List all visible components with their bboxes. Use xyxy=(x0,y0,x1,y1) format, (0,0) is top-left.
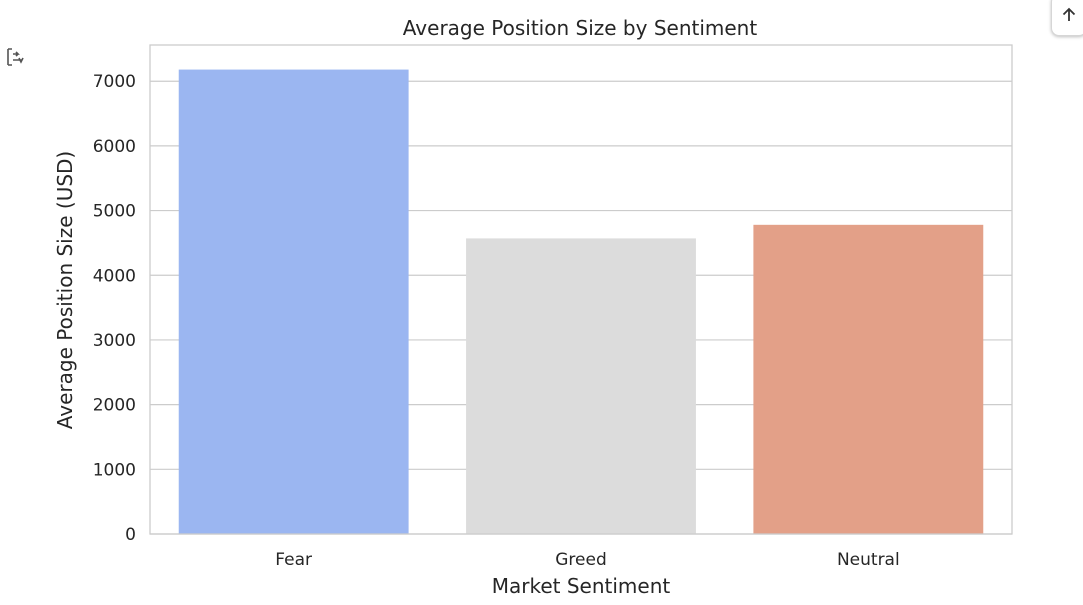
x-tick-label: Neutral xyxy=(837,550,900,570)
output-toggle-icon-glyph xyxy=(7,48,24,66)
y-tick-label: 5000 xyxy=(93,202,136,222)
x-tick-labels: Fear Greed Neutral xyxy=(275,550,899,570)
y-tick-label: 4000 xyxy=(93,266,136,286)
y-tick-label: 6000 xyxy=(93,137,136,157)
y-tick-label: 0 xyxy=(125,525,136,545)
x-axis-label: Market Sentiment xyxy=(492,574,671,598)
bar-greed xyxy=(466,238,696,534)
y-tick-label: 1000 xyxy=(93,460,136,480)
bar-fear xyxy=(178,69,409,534)
y-tick-labels: 0 1000 2000 3000 4000 5000 6000 7000 xyxy=(93,72,136,545)
y-tick-label: 7000 xyxy=(93,72,136,92)
bar-neutral xyxy=(753,224,984,535)
scroll-to-top-button[interactable] xyxy=(1051,0,1083,36)
arrow-up-icon xyxy=(1062,7,1076,21)
x-tick-label: Greed xyxy=(555,550,607,570)
y-tick-label: 3000 xyxy=(93,331,136,351)
y-axis-label: Average Position Size (USD) xyxy=(53,151,77,429)
x-tick-label: Fear xyxy=(275,550,312,570)
chart-title: Average Position Size by Sentiment xyxy=(403,16,758,40)
bars xyxy=(178,69,984,535)
plot-frame xyxy=(149,44,1013,535)
output-toggle-icon[interactable] xyxy=(0,42,30,72)
y-tick-label: 2000 xyxy=(93,396,136,416)
